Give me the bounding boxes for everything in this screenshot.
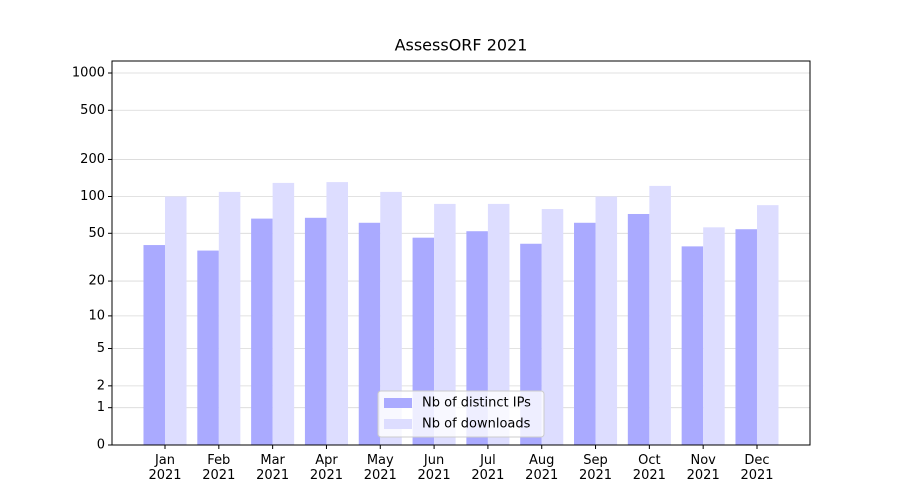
- bar: [272, 182, 295, 445]
- y-tick-label: 200: [80, 152, 105, 167]
- x-tick-label: Apr 2021: [309, 453, 343, 483]
- y-tick-label: 500: [80, 103, 105, 118]
- plot-frame: [111, 60, 811, 446]
- bar: [304, 217, 327, 445]
- bar: [574, 222, 596, 445]
- bar: [627, 213, 650, 445]
- bar: [681, 246, 704, 445]
- x-tick-label: Feb 2021: [202, 453, 236, 483]
- y-tick-label: 0: [97, 438, 105, 453]
- bar: [434, 203, 456, 445]
- x-tick-label: Jun 2021: [417, 453, 451, 483]
- legend-swatch: [384, 398, 412, 408]
- bar: [703, 227, 725, 445]
- bar: [649, 185, 671, 445]
- y-tick-label: 50: [88, 226, 105, 241]
- x-tick-label: Jan 2021: [148, 453, 182, 483]
- y-tick-label: 5: [97, 341, 105, 356]
- x-tick-label: Mar 2021: [256, 453, 290, 483]
- bar: [541, 209, 564, 445]
- bar: [326, 182, 348, 445]
- bar: [487, 203, 510, 445]
- y-tick-label: 2: [97, 378, 105, 393]
- bar: [595, 196, 618, 445]
- bar: [251, 218, 273, 445]
- legend-swatch: [384, 419, 412, 429]
- legend: Nb of distinct IPs Nb of downloads: [377, 390, 545, 438]
- x-tick-label: May 2021: [363, 453, 397, 483]
- bar: [380, 191, 402, 445]
- bar: [165, 196, 187, 445]
- y-tick-label: 10: [88, 308, 105, 323]
- y-tick-label: 1000: [72, 66, 105, 81]
- bar: [735, 229, 757, 445]
- bar: [218, 191, 241, 445]
- y-tick-label: 1: [97, 400, 105, 415]
- x-tick-label: Aug 2021: [525, 453, 559, 483]
- bar: [358, 222, 381, 445]
- legend-label: Nb of downloads: [422, 417, 531, 432]
- x-tick-label: Sep 2021: [578, 453, 613, 483]
- y-tick-label: 100: [80, 189, 105, 204]
- legend-frame: [377, 390, 545, 438]
- bar: [756, 205, 779, 445]
- bar: [143, 245, 166, 445]
- bar: [197, 250, 219, 445]
- y-tick-label: 20: [88, 274, 105, 289]
- chart-title: AssessORF 2021: [395, 36, 528, 55]
- x-tick-label: Oct 2021: [632, 453, 666, 483]
- legend-label: Nb of distinct IPs: [422, 396, 531, 411]
- x-tick-label: Jul 2021: [471, 453, 505, 483]
- x-tick-label: Nov 2021: [686, 453, 720, 483]
- x-tick-label: Dec 2021: [740, 453, 774, 483]
